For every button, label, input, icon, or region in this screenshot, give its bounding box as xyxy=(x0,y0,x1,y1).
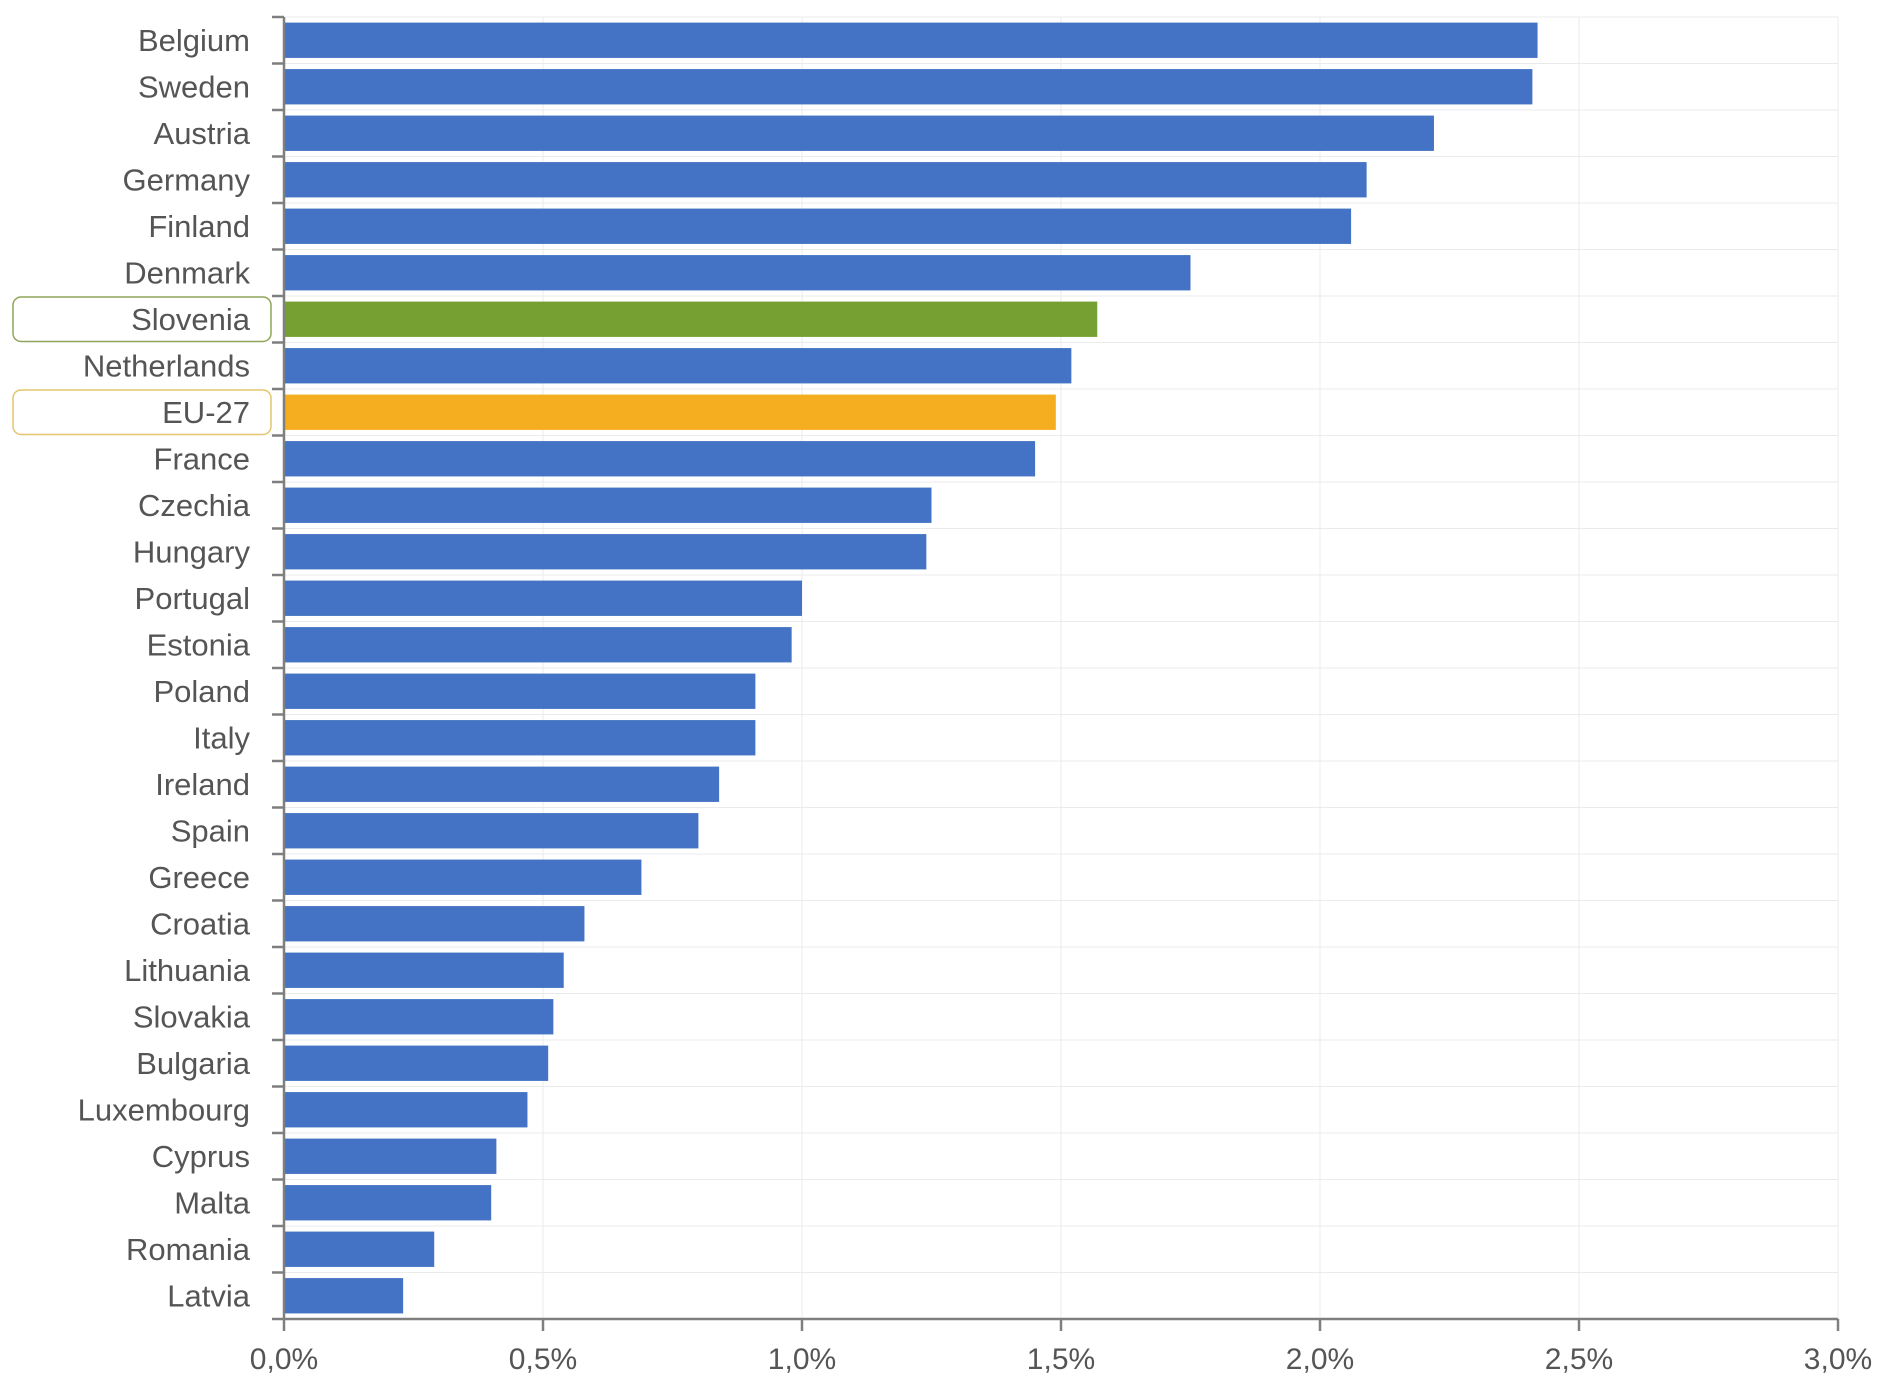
x-tick-label: 1,0% xyxy=(768,1343,836,1376)
category-label-ireland: Ireland xyxy=(155,767,250,802)
bar-spain xyxy=(284,813,699,849)
x-tick-label: 2,0% xyxy=(1286,1343,1354,1376)
bars xyxy=(284,22,1538,1314)
category-label-czechia: Czechia xyxy=(138,488,251,523)
category-label-spain: Spain xyxy=(171,813,250,848)
category-label-germany: Germany xyxy=(123,162,251,197)
category-label-sweden: Sweden xyxy=(138,69,250,104)
bar-germany xyxy=(284,162,1367,198)
category-label-italy: Italy xyxy=(193,720,250,755)
bar-romania xyxy=(284,1231,435,1267)
bar-austria xyxy=(284,115,1434,151)
bar-sweden xyxy=(284,69,1533,105)
category-label-lithuania: Lithuania xyxy=(124,953,251,988)
bar-malta xyxy=(284,1185,492,1221)
category-label-luxembourg: Luxembourg xyxy=(78,1092,250,1127)
bar-poland xyxy=(284,673,756,709)
bar-eu-27 xyxy=(284,394,1056,430)
x-tick-labels: 0,0% 0,5% 1,0% 1,5% 2,0% 2,5% 3,0% xyxy=(250,1343,1872,1376)
bar-belgium xyxy=(284,22,1538,58)
category-label-poland: Poland xyxy=(153,674,250,709)
bar-hungary xyxy=(284,534,927,570)
bar-denmark xyxy=(284,255,1191,291)
bar-france xyxy=(284,441,1036,477)
category-label-france: France xyxy=(154,441,250,476)
bar-ireland xyxy=(284,766,720,802)
bar-estonia xyxy=(284,627,792,663)
category-label-portugal: Portugal xyxy=(135,581,250,616)
category-label-malta: Malta xyxy=(174,1185,251,1220)
bar-netherlands xyxy=(284,348,1072,384)
x-tick-label: 0,0% xyxy=(250,1343,318,1376)
category-label-cyprus: Cyprus xyxy=(152,1139,250,1174)
bar-finland xyxy=(284,208,1352,244)
category-label-croatia: Croatia xyxy=(150,906,251,941)
category-label-austria: Austria xyxy=(154,116,251,151)
category-label-finland: Finland xyxy=(148,209,250,244)
highlight-label-boxes xyxy=(12,296,272,436)
category-label-belgium: Belgium xyxy=(138,23,250,58)
category-label-greece: Greece xyxy=(148,860,250,895)
label-box-eu-27 xyxy=(12,389,272,436)
bar-italy xyxy=(284,720,756,756)
category-label-romania: Romania xyxy=(126,1232,251,1267)
bar-portugal xyxy=(284,580,802,616)
bar-bulgaria xyxy=(284,1045,549,1081)
category-label-estonia: Estonia xyxy=(147,627,251,662)
bar-slovakia xyxy=(284,999,554,1035)
category-label-eu-27: EU-27 xyxy=(162,395,250,430)
label-box-slovenia xyxy=(12,296,272,343)
axes xyxy=(272,15,1840,1331)
bar-cyprus xyxy=(284,1138,497,1174)
category-label-netherlands: Netherlands xyxy=(83,348,250,383)
bar-lithuania xyxy=(284,952,564,988)
x-tick-label: 1,5% xyxy=(1027,1343,1095,1376)
bar-luxembourg xyxy=(284,1092,528,1128)
bar-latvia xyxy=(284,1278,404,1314)
x-tick-label: 2,5% xyxy=(1545,1343,1613,1376)
x-tick-label: 3,0% xyxy=(1804,1343,1872,1376)
bar-slovenia xyxy=(284,301,1098,337)
bar-czechia xyxy=(284,487,932,523)
category-labels: Belgium Sweden Austria Germany Finland Denmar… xyxy=(78,23,251,1314)
bar-croatia xyxy=(284,906,585,942)
category-label-latvia: Latvia xyxy=(167,1278,250,1313)
category-label-hungary: Hungary xyxy=(133,534,251,569)
category-label-slovenia: Slovenia xyxy=(131,302,251,337)
bar-greece xyxy=(284,859,642,895)
category-label-slovakia: Slovakia xyxy=(133,999,251,1034)
category-label-bulgaria: Bulgaria xyxy=(136,1046,250,1081)
x-tick-label: 0,5% xyxy=(509,1343,577,1376)
category-label-denmark: Denmark xyxy=(124,255,250,290)
